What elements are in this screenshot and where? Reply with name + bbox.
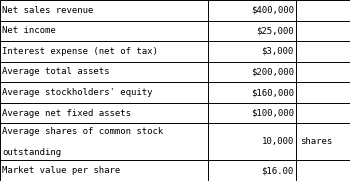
Text: $400,000: $400,000 (251, 6, 294, 15)
Text: outstanding: outstanding (2, 148, 61, 157)
Text: Net income: Net income (2, 26, 56, 35)
Text: $100,000: $100,000 (251, 109, 294, 118)
Text: Average shares of common stock: Average shares of common stock (2, 127, 163, 136)
Text: Average stockholders' equity: Average stockholders' equity (2, 88, 153, 97)
Text: $25,000: $25,000 (256, 26, 294, 35)
Text: $3,000: $3,000 (261, 47, 294, 56)
Text: Interest expense (net of tax): Interest expense (net of tax) (2, 47, 158, 56)
Text: Average net fixed assets: Average net fixed assets (2, 109, 131, 118)
Text: $160,000: $160,000 (251, 88, 294, 97)
Text: $16.00: $16.00 (261, 166, 294, 175)
Text: $200,000: $200,000 (251, 68, 294, 77)
Text: Market value per share: Market value per share (2, 166, 120, 175)
Text: Net sales revenue: Net sales revenue (2, 6, 93, 15)
Text: 10,000: 10,000 (261, 137, 294, 146)
Text: shares: shares (300, 137, 332, 146)
Text: Average total assets: Average total assets (2, 68, 110, 77)
